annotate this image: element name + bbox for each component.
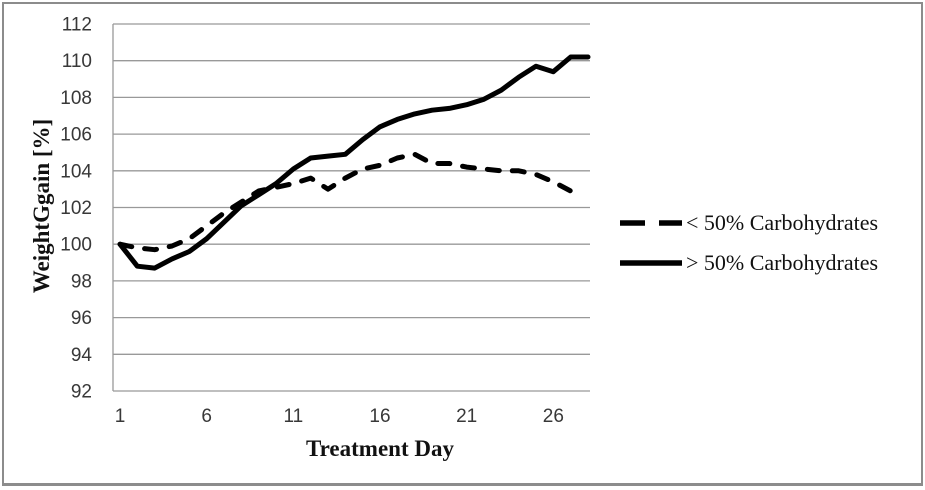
x-tick-label: 6 <box>201 406 212 427</box>
x-tick-label: 11 <box>283 406 303 427</box>
legend-item: > 50% Carbohydrates <box>618 243 878 283</box>
y-tick-label: 94 <box>71 345 93 366</box>
legend-label: < 50% Carbohydrates <box>686 210 879 235</box>
solid-line-sample-icon <box>620 260 682 266</box>
legend-item: < 50% Carbohydrates <box>618 203 878 243</box>
x-tick-label: 26 <box>543 406 564 427</box>
y-tick-label: 108 <box>60 88 92 109</box>
x-tick-label: 21 <box>456 406 477 427</box>
y-tick-label: 102 <box>60 198 92 219</box>
legend: < 50% Carbohydrates > 50% Carbohydrates <box>618 203 878 283</box>
series-line-lt50-carbohydrates <box>117 151 574 253</box>
x-axis-title: Treatment Day <box>306 436 454 461</box>
y-tick-label: 106 <box>60 125 92 146</box>
x-tick-label: 16 <box>369 406 390 427</box>
series-line-gt50-carbohydrates <box>117 54 591 271</box>
y-axis-title: WeightGgain [%] <box>29 118 54 294</box>
y-tick-label: 112 <box>62 15 92 36</box>
x-tick-label: 1 <box>115 406 126 427</box>
y-tick-label: 110 <box>62 51 92 72</box>
y-tick-label: 96 <box>71 308 92 329</box>
y-tick-label: 100 <box>60 235 92 256</box>
y-tick-label: 98 <box>71 271 92 292</box>
dashed-line-sample-icon <box>620 220 682 226</box>
legend-label: > 50% Carbohydrates <box>686 250 879 275</box>
y-tick-label: 104 <box>60 161 92 182</box>
y-tick-label: 92 <box>71 382 92 403</box>
